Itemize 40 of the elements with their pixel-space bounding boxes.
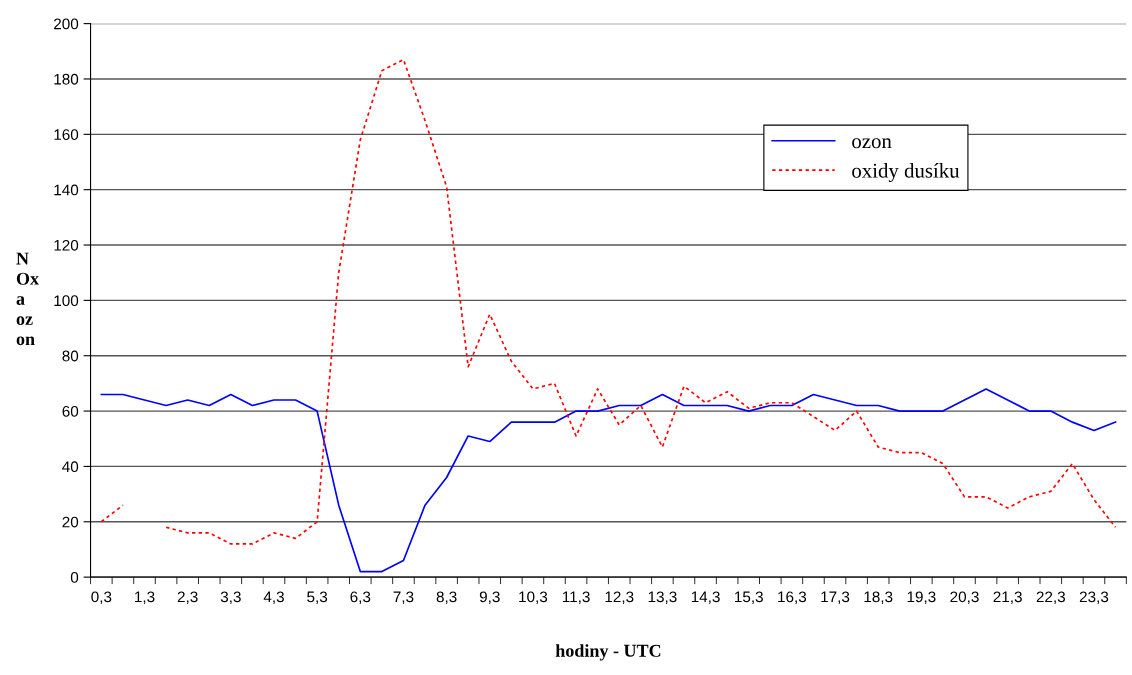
y-tick-label: 160 (54, 129, 79, 141)
y-tick-label: 0 (70, 571, 79, 583)
x-tick-label: 18,3 (864, 591, 893, 605)
x-axis-title: hodiny - UTC (555, 644, 661, 661)
x-tick-label: 11,3 (562, 591, 590, 605)
x-tick-label: 7,3 (393, 591, 414, 605)
x-tick-label: 10,3 (519, 591, 548, 605)
y-axis-title: N Ox a oz on (16, 252, 39, 346)
x-tick-label: 19,3 (907, 591, 936, 605)
x-tick-label: 9,3 (479, 591, 500, 605)
x-tick-label: 22,3 (1036, 591, 1066, 605)
x-tick-label: 5,3 (307, 591, 328, 605)
y-tick-label: 100 (54, 295, 79, 307)
y-tick-label: 180 (54, 73, 79, 85)
y-tick-label: 80 (62, 350, 79, 362)
x-tick-label: 17,3 (821, 591, 850, 605)
x-tick-label: 8,3 (436, 591, 457, 605)
legend-label: oxidy dusíku (852, 163, 960, 182)
legend-label: ozon (852, 138, 892, 149)
x-tick-label: 1,3 (135, 591, 155, 605)
x-tick-label: 20,3 (950, 591, 979, 605)
y-tick-label: 20 (62, 516, 79, 528)
x-tick-label: 4,3 (263, 591, 284, 605)
y-tick-label: 120 (54, 239, 79, 251)
y-tick-label: 60 (62, 405, 79, 417)
line-series (100, 388, 1117, 573)
x-tick-label: 16,3 (778, 591, 807, 605)
x-tick-label: 6,3 (350, 591, 371, 605)
x-tick-label: 13,3 (648, 591, 677, 605)
x-tick-label: 23,3 (1079, 591, 1109, 605)
x-tick-label: 15,3 (735, 591, 763, 605)
y-tick-label: 140 (54, 184, 79, 196)
x-tick-label: 2,3 (177, 591, 198, 605)
x-tick-label: 0,3 (91, 591, 112, 605)
x-tick-label: 3,3 (220, 591, 241, 605)
y-tick-label: 40 (62, 461, 79, 473)
y-tick-label: 200 (54, 18, 79, 30)
x-tick-label: 12,3 (605, 591, 634, 605)
x-tick-label: 14,3 (691, 591, 720, 605)
x-tick-label: 21,3 (993, 591, 1022, 605)
